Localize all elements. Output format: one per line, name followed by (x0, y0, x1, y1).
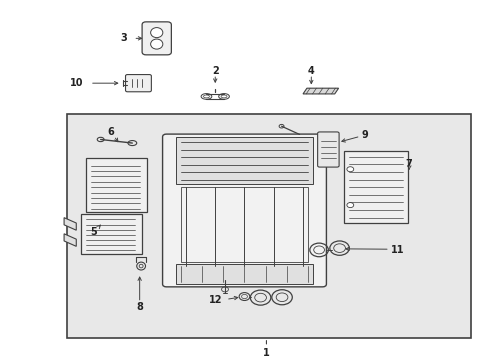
FancyBboxPatch shape (317, 132, 338, 167)
Bar (176, 264, 312, 284)
FancyBboxPatch shape (125, 75, 151, 92)
Polygon shape (64, 234, 76, 246)
Ellipse shape (203, 95, 209, 98)
Ellipse shape (201, 94, 211, 99)
Text: 12: 12 (209, 295, 222, 305)
Text: 4: 4 (307, 66, 314, 76)
Ellipse shape (346, 167, 353, 172)
Text: 2: 2 (211, 66, 218, 76)
Text: 10: 10 (70, 78, 83, 88)
Bar (66, 114, 470, 338)
Polygon shape (64, 218, 76, 230)
Bar (176, 137, 312, 184)
Text: 11: 11 (390, 245, 404, 255)
Text: 5: 5 (90, 227, 97, 237)
Polygon shape (303, 88, 338, 94)
Text: 1: 1 (263, 348, 269, 358)
Bar (81, 214, 142, 253)
Bar (344, 151, 407, 223)
Text: 6: 6 (107, 127, 114, 136)
Text: 8: 8 (136, 302, 143, 312)
Text: 3: 3 (121, 33, 127, 43)
Ellipse shape (221, 95, 226, 98)
Bar (86, 158, 147, 212)
Ellipse shape (150, 39, 163, 49)
Ellipse shape (150, 28, 163, 38)
FancyBboxPatch shape (162, 134, 326, 287)
Ellipse shape (346, 203, 353, 208)
FancyBboxPatch shape (142, 22, 171, 55)
Text: 9: 9 (361, 130, 367, 140)
Ellipse shape (218, 94, 229, 99)
Text: 7: 7 (405, 159, 411, 169)
Bar (181, 187, 307, 262)
